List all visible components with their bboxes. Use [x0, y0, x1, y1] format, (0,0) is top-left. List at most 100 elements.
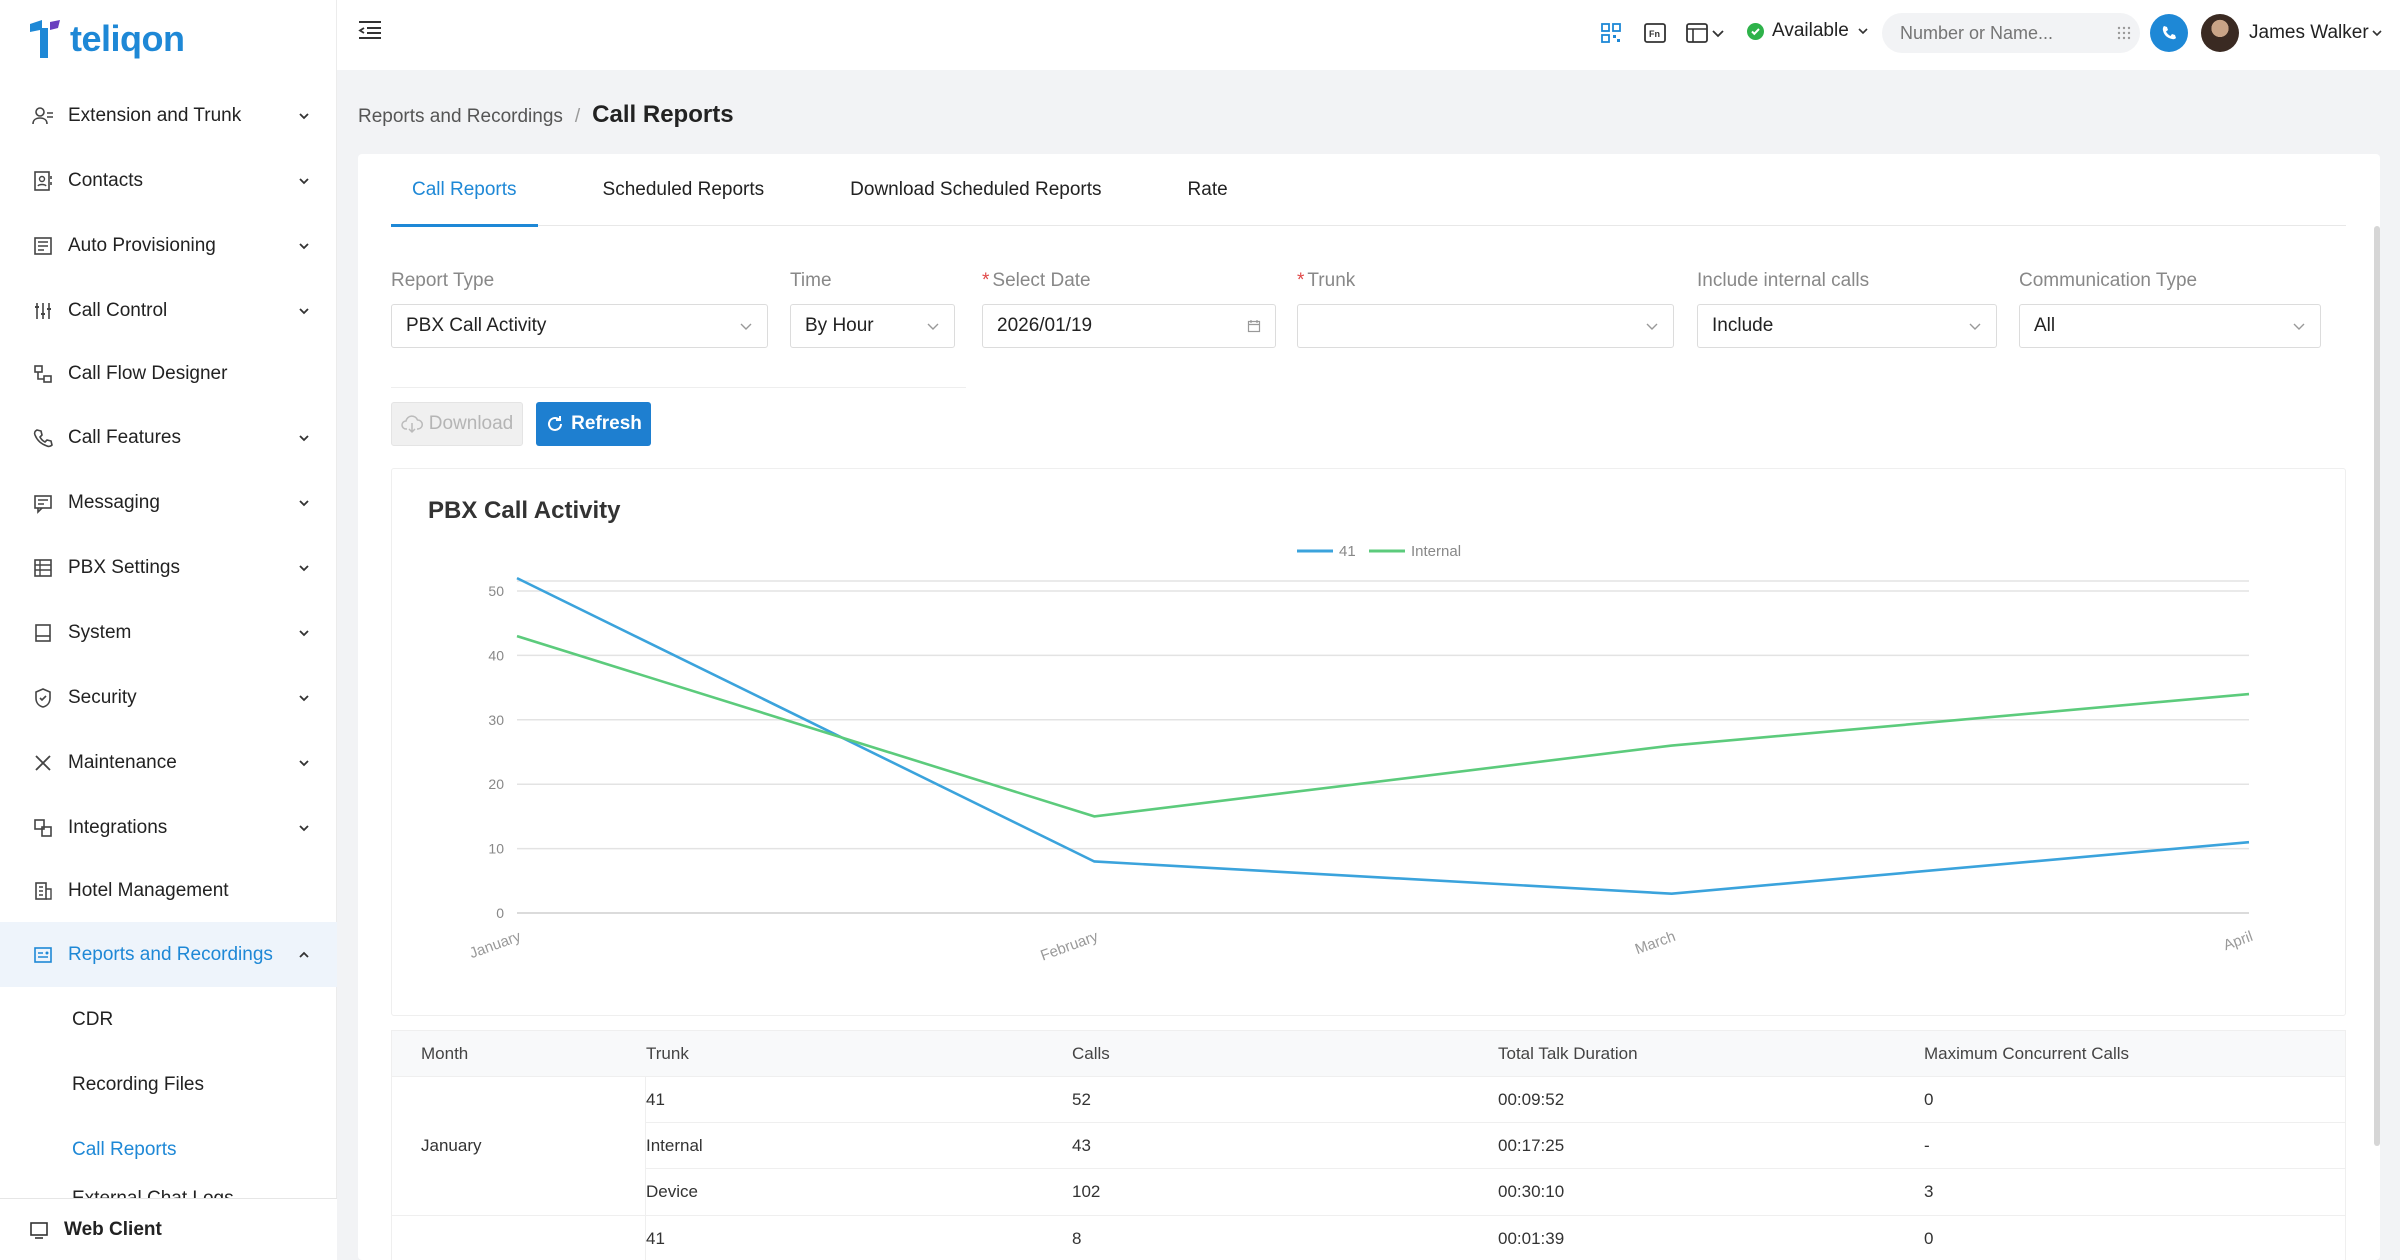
brand-logo[interactable]: teliqon: [28, 18, 185, 60]
trunk-field: * Trunk: [1297, 270, 1674, 348]
chevron-down-icon: [299, 499, 309, 506]
sidebar-subitem-call-reports[interactable]: Call Reports: [72, 1138, 177, 1160]
tab-call-reports[interactable]: Call Reports: [391, 154, 538, 227]
sidebar-item-contacts[interactable]: Contacts: [0, 148, 337, 213]
function-key-icon[interactable]: Fn: [1643, 21, 1667, 45]
duration-cell: 00:30:10: [1498, 1182, 1565, 1201]
sidebar-item-pbx-settings[interactable]: PBX Settings: [0, 535, 337, 600]
column-header-trunk: Trunk: [646, 1043, 689, 1063]
sidebar-item-label: Call Control: [68, 299, 168, 321]
chevron-down-icon[interactable]: [1711, 21, 1725, 45]
provisioning-icon: [34, 236, 52, 255]
month-rows: 41 52 00:09:52 0 Internal 43 00:17:25 - …: [646, 1077, 2345, 1215]
calls-cell: 102: [1072, 1182, 1101, 1201]
report-type-field: Report Type PBX Call Activity: [391, 270, 768, 348]
communication-type-field: Communication Type All: [2019, 270, 2321, 348]
y-tick-label: 0: [496, 905, 504, 921]
time-value: By Hour: [805, 315, 874, 336]
report-type-select[interactable]: PBX Call Activity: [391, 304, 768, 348]
time-select[interactable]: By Hour: [790, 304, 955, 348]
chevron-down-icon: [1858, 28, 1868, 35]
trunk-select[interactable]: [1297, 304, 1674, 348]
chart-panel: PBX Call Activity 0 10 20 30 40 50 January Febr…: [391, 468, 2346, 1016]
messaging-icon: [34, 494, 52, 514]
sidebar-item-auto-provisioning[interactable]: Auto Provisioning: [0, 213, 337, 278]
tab-bar: Call Reports Scheduled Reports Download …: [391, 154, 2346, 227]
column-header-duration: Total Talk Duration: [1498, 1043, 1638, 1063]
report-type-value: PBX Call Activity: [406, 315, 547, 336]
layout-icon[interactable]: [1685, 21, 1709, 45]
time-field: Time By Hour: [790, 270, 955, 348]
sidebar-item-label: Security: [68, 686, 137, 708]
duration-cell: 00:17:25: [1498, 1135, 1565, 1155]
sidebar-item-call-control[interactable]: Call Control: [0, 278, 337, 343]
legend-label: Internal: [1411, 543, 1461, 560]
main-card: Call Reports Scheduled Reports Download …: [358, 154, 2380, 1260]
tab-scheduled-reports[interactable]: Scheduled Reports: [602, 179, 765, 200]
sidebar-item-maintenance[interactable]: Maintenance: [0, 730, 337, 795]
chevron-up-icon: [299, 951, 309, 958]
sidebar-item-call-flow-designer[interactable]: Call Flow Designer: [0, 343, 337, 405]
required-marker: *: [1297, 270, 1305, 291]
max-concurrent-cell: -: [1924, 1135, 1930, 1155]
sidebar-item-integrations[interactable]: Integrations: [0, 795, 337, 860]
integrations-icon: [34, 818, 52, 837]
month-group: January 41 52 00:09:52 0 Internal 43 00:…: [392, 1077, 2345, 1216]
max-concurrent-cell: 3: [1924, 1182, 1934, 1201]
hotel-icon: [35, 882, 52, 900]
include-internal-select[interactable]: Include: [1697, 304, 1997, 348]
y-tick-label: 10: [488, 841, 504, 857]
phone-features-icon: [33, 428, 53, 447]
select-date-value: 2026/01/19: [997, 315, 1093, 336]
breadcrumb-parent[interactable]: Reports and Recordings: [358, 106, 563, 127]
sidebar-subitem-recording-files[interactable]: Recording Files: [72, 1073, 204, 1095]
sidebar-item-call-features[interactable]: Call Features: [0, 405, 337, 470]
chevron-down-icon: [2293, 323, 2305, 330]
shield-icon: [35, 687, 51, 708]
chevron-down-icon: [299, 564, 309, 571]
date-picker[interactable]: 2026/01/19: [982, 304, 1276, 348]
calls-cell: 8: [1072, 1229, 1082, 1248]
calendar-icon: [1247, 320, 1261, 333]
logo-mark-icon: [30, 20, 60, 58]
table-row: Internal 43 00:17:25 -: [646, 1123, 2345, 1169]
refresh-button[interactable]: Refresh: [536, 402, 651, 446]
sidebar-item-label: Contacts: [68, 169, 143, 191]
refresh-icon: [548, 416, 563, 431]
sidebar-item-hotel-management[interactable]: Hotel Management: [0, 860, 337, 922]
table-row: 41 52 00:09:52 0: [646, 1077, 2345, 1123]
dial-search-input[interactable]: [1900, 22, 2100, 44]
page-scrollbar[interactable]: [2374, 226, 2380, 1146]
time-label: Time: [790, 270, 832, 291]
x-tick-label: March: [1633, 928, 1678, 958]
communication-type-select[interactable]: All: [2019, 304, 2321, 348]
user-menu[interactable]: James Walker: [2201, 14, 2383, 52]
y-tick-label: 20: [488, 776, 504, 792]
sidebar-item-messaging[interactable]: Messaging: [0, 470, 337, 535]
tab-download-scheduled-reports[interactable]: Download Scheduled Reports: [850, 179, 1102, 200]
series-line-41: [516, 576, 2250, 895]
sidebar-item-label: Extension and Trunk: [68, 104, 242, 126]
divider: [391, 387, 966, 388]
sidebar-subitem-cdr[interactable]: CDR: [72, 1008, 114, 1030]
menu-collapse-icon[interactable]: [357, 18, 383, 42]
sidebar-item-system[interactable]: System: [0, 600, 337, 665]
sidebar-item-security[interactable]: Security: [0, 665, 337, 730]
sidebar-item-extension-and-trunk[interactable]: Extension and Trunk: [0, 83, 337, 148]
refresh-label: Refresh: [571, 413, 642, 434]
presence-status[interactable]: Available: [1747, 20, 1869, 42]
chevron-down-icon: [1646, 323, 1658, 330]
breadcrumb-separator: /: [574, 106, 581, 127]
qr-code-icon[interactable]: [1599, 21, 1623, 45]
include-internal-value: Include: [1712, 315, 1774, 336]
pbx-settings-icon: [34, 558, 52, 577]
sidebar-item-label: Call Features: [68, 426, 181, 448]
download-button[interactable]: Download: [391, 402, 523, 446]
sidebar-item-reports-and-recordings[interactable]: Reports and Recordings: [0, 922, 337, 987]
download-label: Download: [428, 413, 514, 434]
dialpad-icon[interactable]: [2117, 26, 2131, 40]
tab-rate[interactable]: Rate: [1187, 179, 1228, 200]
call-button[interactable]: [2150, 14, 2188, 52]
web-client-button[interactable]: Web Client: [0, 1198, 337, 1260]
sidebar-item-label: Integrations: [68, 816, 168, 838]
